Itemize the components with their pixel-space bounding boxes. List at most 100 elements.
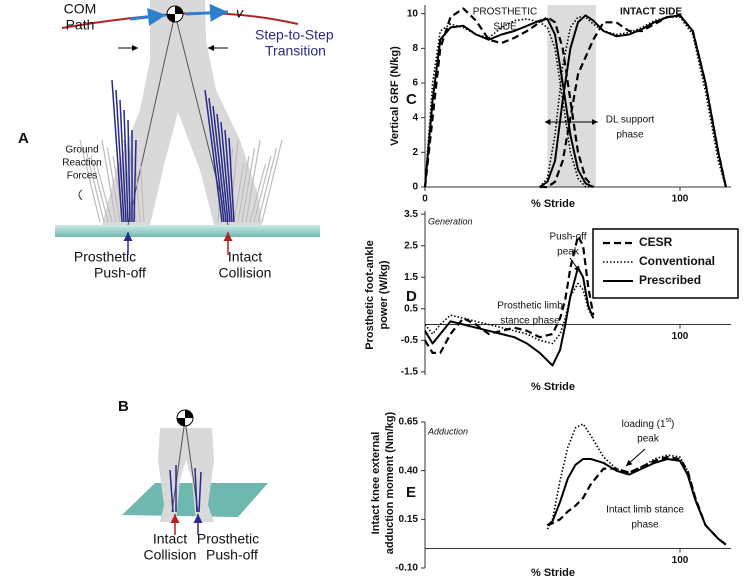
legend-box (592, 228, 739, 299)
label: Push-off (206, 547, 258, 563)
legend-label: CESR (639, 235, 673, 249)
y-tick-label: 0 (412, 182, 418, 193)
y-tick-label: 4 (412, 112, 418, 123)
annotation: PROSTHETIC (473, 7, 537, 18)
series-line (546, 458, 727, 546)
panel-letter: D (406, 288, 417, 305)
panel-letter: A (18, 130, 29, 147)
series-line (539, 16, 727, 188)
force-line (257, 147, 278, 223)
force-line (117, 163, 129, 223)
force-line (233, 163, 245, 223)
force-line (204, 89, 223, 223)
body-shape (102, 0, 262, 225)
annotation: INTACT SIDE (620, 7, 682, 18)
force-line (224, 129, 233, 223)
y-tick-label: 2 (412, 147, 418, 158)
annotation: stance phase (500, 316, 560, 327)
panel-letter: C (406, 91, 417, 108)
pointer-arrow (569, 257, 581, 273)
force-line (101, 139, 117, 223)
annotation: peak (637, 434, 660, 445)
series-line (424, 17, 594, 188)
annotation: Prosthetic limb (497, 301, 563, 312)
x-tick-label: 100 (672, 555, 689, 566)
com-marker (177, 410, 193, 426)
leg-line (174, 13, 229, 226)
annotation: phase (631, 520, 659, 531)
force-line (111, 79, 123, 223)
x-axis-label: % Stride (531, 567, 575, 579)
force-line (261, 139, 283, 223)
y-tick-label: 0.40 (399, 465, 419, 476)
x-tick-label: 100 (672, 194, 689, 205)
x-tick-label: 100 (672, 331, 689, 342)
y-tick-label: 0.65 (399, 417, 419, 428)
force-line (241, 147, 256, 223)
x-axis-label: % Stride (531, 198, 575, 210)
force-line (115, 89, 125, 223)
force-line (228, 137, 235, 223)
com-marker (167, 6, 183, 22)
force-line (253, 155, 272, 223)
force-line (106, 147, 121, 223)
force-line (84, 147, 105, 223)
y-axis-label: Prosthetic foot-ankle (364, 240, 376, 349)
series-line (424, 282, 595, 345)
series-line (424, 235, 595, 354)
force-line (119, 99, 127, 223)
annotation: loading (1st) (622, 417, 675, 430)
label: Path (66, 17, 95, 33)
force-line (194, 467, 198, 513)
leg-line (171, 419, 186, 513)
y-tick-label: -0.10 (395, 563, 418, 574)
y-tick-label: 6 (412, 78, 418, 89)
label: Prosthetic (197, 531, 259, 547)
y-tick-label: 10 (407, 8, 419, 19)
series-line (546, 455, 727, 546)
illustration-a: A COM Path v Step-to-Step Transition Gro… (18, 0, 334, 281)
label: Ground (65, 145, 98, 156)
label: Reaction (62, 158, 101, 169)
force-line (139, 163, 145, 223)
annotation: phase (616, 130, 644, 141)
force-line (245, 139, 261, 223)
annotation: peak (557, 247, 580, 258)
y-tick-label: -0.5 (401, 335, 419, 346)
force-line (216, 113, 229, 223)
label: Collision (219, 265, 272, 281)
y-tick-label: 1.5 (404, 272, 418, 283)
y-tick-label: -1.5 (401, 366, 419, 377)
floor (55, 225, 320, 237)
force-lines (79, 79, 283, 223)
y-axis-label: Vertical GRF (N/kg) (389, 46, 401, 146)
grf-pointer (78, 189, 83, 201)
label: Transition (265, 43, 326, 59)
annotation: Intact limb stance (606, 505, 684, 516)
force-line (79, 139, 101, 223)
annotation: DL support (606, 115, 655, 126)
velocity-arrow (185, 3, 229, 22)
force-line (198, 471, 202, 513)
velocity-arrow (129, 8, 167, 26)
pointer-arrow (625, 448, 646, 467)
y-axis-label: power (W/kg) (378, 260, 390, 329)
force-line (237, 155, 250, 223)
annotation-part: st (666, 417, 672, 424)
label: Collision (144, 547, 197, 563)
force-line (249, 163, 267, 223)
label: v (236, 5, 244, 21)
y-tick-label: 0.15 (399, 514, 419, 525)
label: Step-to-Step (255, 27, 334, 43)
label: COM (64, 1, 97, 17)
y-tick-label: 2.5 (404, 240, 418, 251)
legend-label: Prescribed (639, 273, 701, 287)
force-line (208, 97, 225, 223)
force-line (169, 469, 174, 513)
force-line (220, 121, 231, 223)
annotation: Adduction (427, 426, 468, 436)
annotation: Generation (428, 216, 473, 226)
illustration-b: B Intact Collision Prosthetic Push-off (118, 398, 268, 563)
series-line (423, 7, 595, 188)
